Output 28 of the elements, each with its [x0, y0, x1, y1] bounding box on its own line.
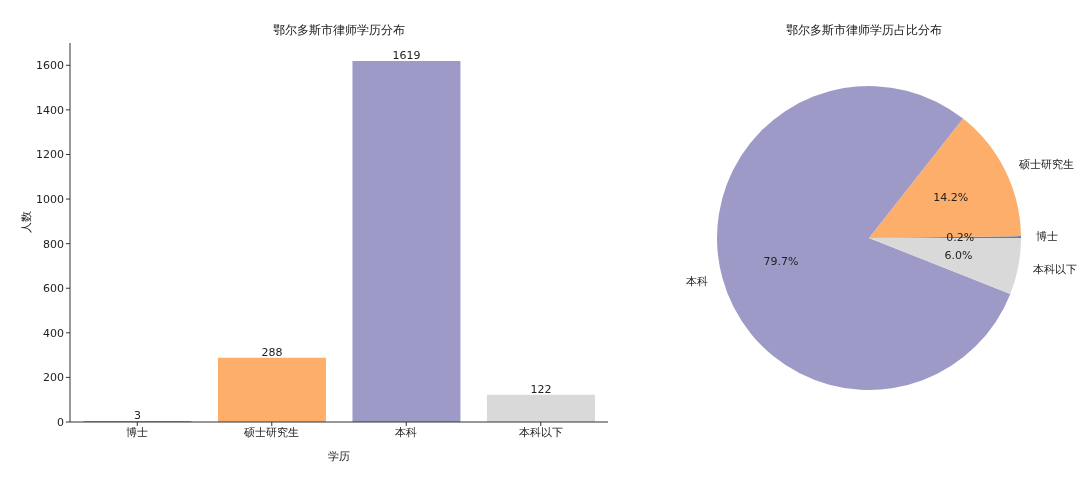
y-tick-label: 600	[43, 282, 64, 296]
y-tick-label: 200	[43, 371, 64, 385]
y-tick-label: 0	[57, 415, 64, 429]
slice-label: 博士	[1036, 230, 1059, 244]
data-label: 79.7%	[763, 255, 799, 269]
chart-title: 鄂尔多斯市律师学历分布	[272, 22, 406, 39]
y-tick-label: 1000	[36, 192, 64, 206]
chart-title: 鄂尔多斯市律师学历占比分布	[785, 22, 943, 39]
y-tick-label: 1200	[36, 148, 64, 162]
x-tick-label: 硕士研究生	[243, 425, 300, 439]
y-axis-title: 人数	[19, 210, 33, 233]
x-tick-label: 博士	[126, 425, 149, 439]
data-label: 6.0%	[944, 248, 973, 262]
slice-label: 本科以下	[1033, 262, 1078, 276]
y-tick-label: 800	[43, 237, 64, 251]
data-label: 288	[261, 345, 283, 359]
x-axis-title: 学历	[328, 450, 350, 463]
y-tick-label: 1400	[36, 103, 64, 117]
data-label: 14.2%	[933, 191, 969, 205]
y-tick-label: 1600	[36, 59, 64, 73]
x-tick-label: 本科以下	[518, 425, 563, 439]
data-label: 3	[133, 409, 141, 423]
x-tick-label: 本科	[395, 425, 418, 439]
data-label: 122	[530, 382, 552, 396]
data-label: 1619	[392, 49, 421, 63]
slice-label: 本科	[685, 275, 708, 289]
slice-label: 硕士研究生	[1017, 157, 1074, 171]
y-tick-label: 400	[43, 326, 64, 340]
